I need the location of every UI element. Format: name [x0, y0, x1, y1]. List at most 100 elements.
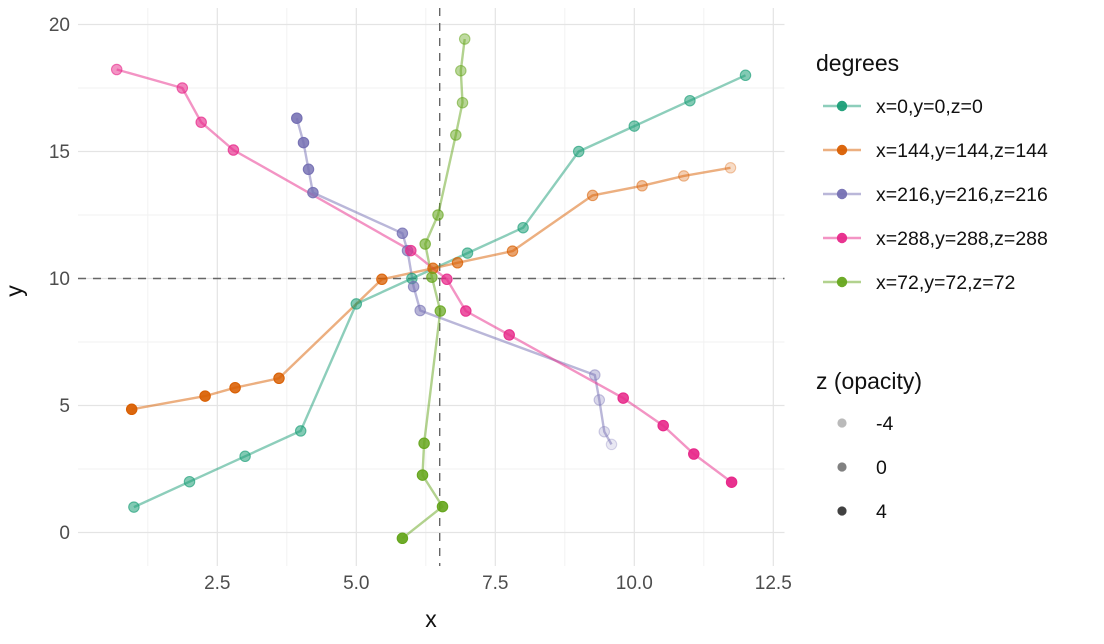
x-tick-label: 7.5 — [482, 573, 508, 594]
data-point — [434, 305, 447, 317]
legend: x=0,y=0,z=0 x=144,y=144,z=144 x=216,y=216,… — [823, 96, 1048, 523]
data-point — [414, 304, 426, 317]
data-point — [432, 209, 444, 221]
data-point — [628, 120, 641, 132]
data-point — [441, 273, 453, 286]
legend-item: x=288,y=288,z=288 — [823, 228, 1048, 250]
data-point — [376, 273, 388, 286]
x-tick-label: 10.0 — [616, 573, 653, 594]
series-points — [110, 33, 752, 545]
legend-item: x=72,y=72,z=72 — [823, 272, 1015, 294]
data-point — [294, 425, 307, 437]
data-point — [461, 247, 474, 259]
data-point — [678, 170, 690, 182]
opacity-legend-item: 0 — [837, 457, 887, 479]
data-point — [739, 69, 752, 82]
axis-labels: 2.5 5.0 7.5 10.0 12.5 0 5 10 15 20 — [49, 15, 792, 594]
data-point — [451, 257, 464, 269]
data-point — [455, 64, 467, 77]
legend-item: x=144,y=144,z=144 — [823, 140, 1048, 162]
data-point — [725, 476, 738, 488]
data-point — [239, 450, 251, 463]
data-point — [407, 280, 420, 293]
y-tick-label: 5 — [59, 396, 70, 417]
data-point — [110, 63, 123, 76]
legend-item-label: x=0,y=0,z=0 — [876, 96, 983, 118]
data-point — [572, 145, 585, 158]
data-point — [458, 33, 471, 45]
data-point — [460, 305, 472, 317]
data-point — [195, 116, 207, 129]
data-point — [297, 136, 310, 149]
data-point — [291, 112, 303, 124]
opacity-key-dot — [837, 462, 847, 472]
x-tick-label: 12.5 — [755, 573, 792, 594]
x-tick-label: 2.5 — [204, 573, 230, 594]
data-point — [657, 419, 669, 432]
data-point — [416, 469, 429, 481]
data-point — [589, 369, 601, 381]
data-point — [307, 186, 319, 199]
y-tick-label: 0 — [59, 523, 70, 544]
opacity-key-dot — [837, 418, 847, 428]
data-point — [598, 425, 611, 438]
data-point — [605, 438, 618, 451]
data-point — [724, 162, 737, 174]
series-line — [131, 166, 731, 411]
data-point — [426, 271, 438, 283]
data-point — [176, 82, 189, 94]
y-tick-label: 20 — [49, 15, 70, 36]
data-point — [593, 394, 606, 406]
data-point — [199, 390, 211, 402]
data-point — [350, 298, 363, 310]
data-point — [273, 372, 285, 385]
opacity-item-label: 0 — [876, 457, 887, 479]
opacity-legend-item: 4 — [837, 501, 887, 523]
y-tick-label: 10 — [49, 269, 70, 290]
data-point — [517, 221, 529, 234]
reference-lines — [78, 8, 785, 566]
series-lines — [116, 38, 746, 540]
data-point — [688, 448, 700, 460]
series-line — [133, 74, 746, 509]
legend-key-dot — [836, 276, 848, 288]
data-point — [183, 475, 196, 488]
x-axis-title: x — [425, 606, 437, 632]
color-legend-title: degrees — [816, 50, 899, 76]
legend-key-dot — [836, 100, 848, 112]
opacity-legend-item: -4 — [837, 413, 893, 435]
data-point — [418, 437, 430, 450]
data-point — [503, 329, 515, 341]
legend-item-label: x=144,y=144,z=144 — [876, 140, 1048, 162]
legend-item-label: x=288,y=288,z=288 — [876, 228, 1048, 250]
legend-item: x=216,y=216,z=216 — [823, 184, 1048, 206]
series-line — [295, 117, 613, 445]
data-point — [125, 403, 138, 416]
data-point — [506, 245, 519, 257]
opacity-key-dot — [837, 506, 847, 516]
legend-key-dot — [836, 144, 848, 156]
legend-item: x=0,y=0,z=0 — [823, 96, 983, 118]
data-point — [617, 392, 629, 404]
data-point — [419, 238, 431, 250]
data-point — [227, 144, 240, 156]
y-axis-title: y — [1, 285, 27, 297]
x-tick-label: 5.0 — [343, 573, 369, 594]
opacity-legend-title: z (opacity) — [816, 368, 922, 394]
data-point — [684, 94, 696, 107]
opacity-item-label: -4 — [876, 413, 893, 435]
data-point — [450, 129, 462, 141]
data-point — [302, 163, 315, 176]
data-point — [436, 500, 449, 513]
data-point — [396, 227, 409, 240]
legend-key-dot — [836, 232, 848, 244]
data-point — [636, 180, 648, 192]
legend-item-label: x=72,y=72,z=72 — [876, 272, 1015, 294]
legend-item-label: x=216,y=216,z=216 — [876, 184, 1048, 206]
data-point — [396, 532, 409, 545]
data-point — [586, 189, 599, 202]
opacity-item-label: 4 — [876, 501, 887, 523]
y-tick-label: 15 — [49, 142, 70, 163]
